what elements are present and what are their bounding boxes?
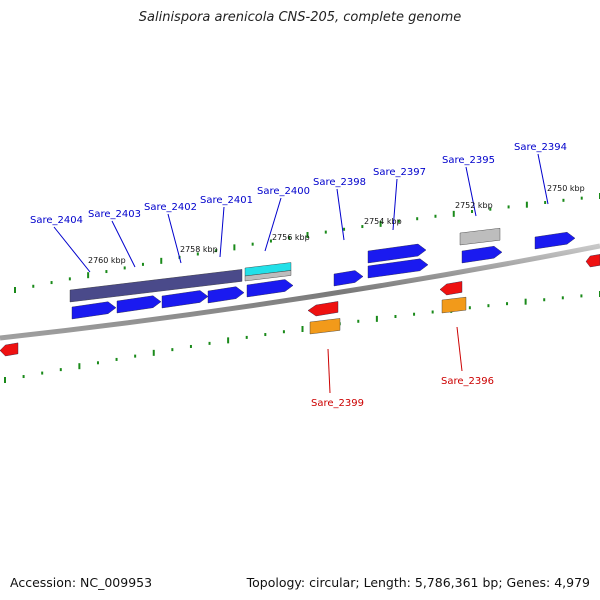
genome-backbone [0,243,600,341]
cog-bar [244,270,292,282]
callout-line [336,188,345,241]
gene-label: Sare_2404 [30,215,83,226]
forward-gene-arrow [333,270,364,287]
gene-label: Sare_2399 [311,398,364,409]
forward-gene-arrow [207,286,245,304]
forward-gene-arrow [534,231,576,250]
cog-bar [69,269,243,303]
callout-line [219,206,225,258]
reverse-gene-arrow [439,281,463,296]
scale-label: 2754 kbp [364,217,402,226]
gene-label: Sare_2397 [373,167,426,178]
map-title: Salinispora arenicola CNS-205, complete … [138,10,462,25]
callout-line [264,197,282,252]
gene-label: Sare_2400 [257,186,310,197]
forward-gene-arrow [161,290,209,309]
forward-gene-arrow [367,243,427,264]
forward-gene-arrow [461,245,503,264]
cog-bar [441,296,467,314]
callout-line [456,326,463,372]
callout-line [392,178,398,231]
forward-gene-arrow [367,258,429,279]
forward-gene-arrow [116,295,162,314]
topology-text: Topology: circular; Length: 5,786,361 bp… [246,575,590,590]
reverse-gene-arrow [307,301,339,317]
gene-label: Sare_2398 [313,177,366,188]
forward-gene-arrow [246,279,294,298]
callout-line [537,153,549,205]
cog-bar [309,318,341,335]
gene-label: Sare_2403 [88,209,141,220]
cog-bar [459,227,501,246]
gene-features [0,227,600,357]
callout-line [53,226,91,273]
scale-label: 2750 kbp [547,184,585,193]
callout-line [167,213,182,264]
forward-gene-arrow [71,301,117,320]
scale-label: 2756 kbp [272,233,310,242]
gene-label: Sare_2395 [442,155,495,166]
callout-line [327,348,331,394]
accession-text: Accession: NC_009953 [10,575,153,590]
gene-label: Sare_2402 [144,202,197,213]
callout-line [465,166,477,217]
scale-label: 2752 kbp [455,201,493,210]
gene-label: Sare_2396 [441,376,494,387]
scale-labels: 2760 kbp 2758 kbp 2756 kbp 2754 kbp 2752 kbp… [88,184,585,265]
reverse-gene-arrow [0,342,19,357]
gene-label: Sare_2401 [200,195,253,206]
gene-label: Sare_2394 [514,142,567,153]
callout-line [111,220,136,268]
scale-label: 2760 kbp [88,256,126,265]
reverse-gene-arrow [585,254,600,268]
scale-label: 2758 kbp [180,245,218,254]
